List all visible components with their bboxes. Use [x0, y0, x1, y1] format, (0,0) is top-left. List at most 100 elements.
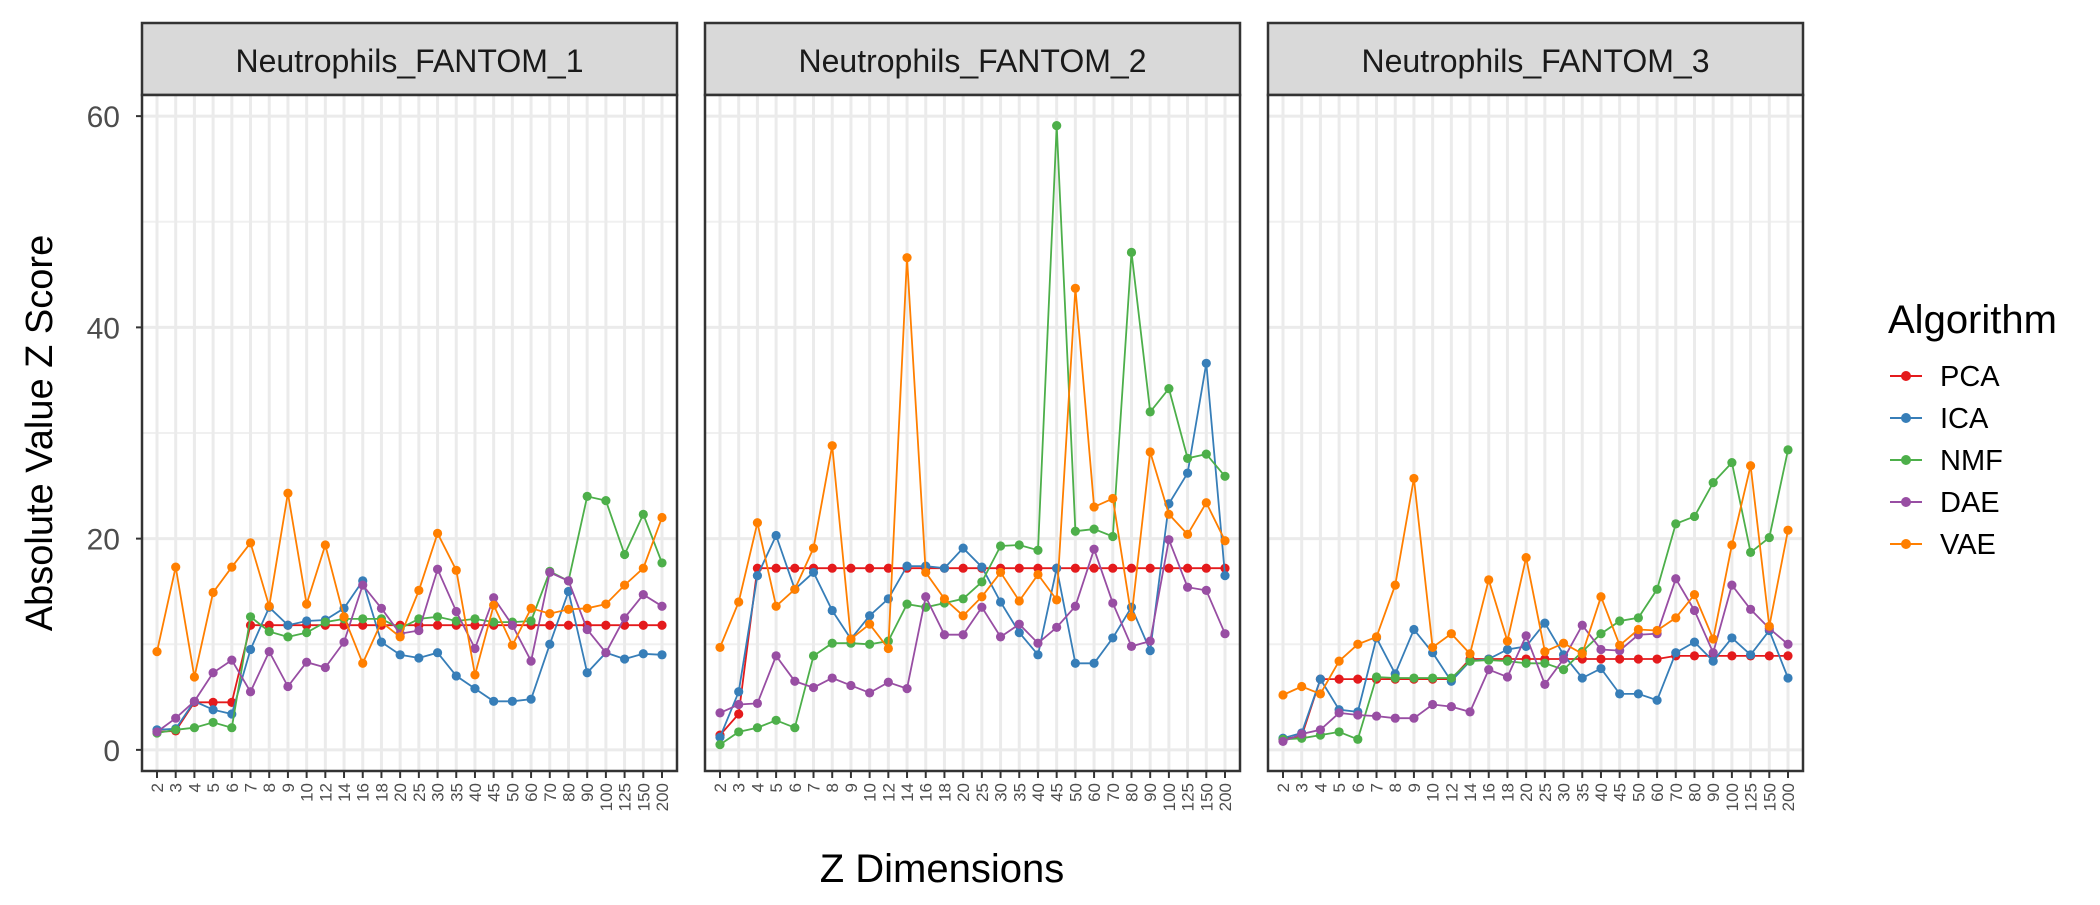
data-point-vae: [1201, 498, 1211, 508]
data-point-nmf: [245, 612, 256, 622]
data-point-nmf: [451, 616, 461, 626]
data-point-ica: [771, 530, 781, 541]
facet-panel-3: Neutrophils_FANTOM_32 3 4 5 6 7 8 9 10 12 14 16 18 20…: [1266, 21, 1805, 811]
data-point-vae: [1521, 553, 1531, 563]
data-point-vae: [1315, 689, 1326, 699]
data-point-ica: [245, 644, 256, 655]
series-line-vae: [1282, 465, 1789, 696]
data-point-dae: [1108, 598, 1118, 608]
x-tick-label: 4: [748, 783, 767, 792]
data-point-nmf: [1727, 457, 1737, 468]
data-point-dae: [1689, 605, 1700, 616]
data-point-ica: [657, 650, 667, 660]
x-tick-label: 8: [260, 783, 279, 792]
data-point-vae: [638, 563, 648, 573]
x-tick-label: 150: [1197, 783, 1216, 811]
x-tick-label: 80: [559, 783, 578, 802]
data-point-nmf: [1108, 531, 1118, 542]
x-tick-label: 12: [316, 783, 335, 802]
data-point-vae: [1390, 580, 1400, 590]
data-point-dae: [1089, 544, 1099, 554]
data-point-dae: [921, 592, 931, 602]
data-point-dae: [1182, 582, 1193, 592]
x-tick-label: 20: [391, 783, 410, 802]
series-dae: [715, 535, 1230, 718]
facet-panel-2: Neutrophils_FANTOM_22 3 4 5 6 7 8 9 10 12 14 16 18 20…: [703, 21, 1242, 811]
data-point-pca: [846, 563, 856, 573]
data-point-vae: [1689, 590, 1700, 600]
data-point-ica: [808, 567, 819, 578]
data-point-nmf: [715, 739, 725, 750]
data-point-ica: [283, 620, 293, 630]
data-point-nmf: [1409, 673, 1419, 683]
x-tick-label: 150: [634, 783, 653, 811]
x-tick-label: 18: [372, 783, 391, 802]
data-point-nmf: [1145, 407, 1155, 417]
legend-title: Algorithm: [1888, 298, 2057, 342]
data-point-dae: [451, 606, 461, 617]
data-point-dae: [1164, 535, 1174, 545]
x-tick-label: 150: [1760, 783, 1779, 811]
data-point-vae: [1070, 283, 1080, 293]
series-nmf: [1278, 445, 1793, 744]
data-point-vae: [507, 640, 517, 650]
data-point-vae: [489, 600, 499, 610]
data-point-ica: [1540, 618, 1550, 628]
x-tick-label: 25: [410, 783, 429, 802]
data-point-nmf: [358, 614, 368, 624]
data-point-pca: [1334, 674, 1344, 684]
data-point-pca: [1164, 563, 1174, 573]
data-point-ica: [1633, 689, 1643, 699]
data-point-vae: [958, 611, 968, 621]
series-line-nmf: [1282, 449, 1789, 741]
data-point-vae: [283, 488, 293, 498]
panel-border: [703, 93, 1242, 773]
data-point-ica: [1596, 663, 1606, 674]
data-point-vae: [1126, 612, 1137, 622]
data-point-pca: [1727, 651, 1737, 661]
data-point-ica: [1052, 563, 1062, 573]
x-tick-label: 10: [1424, 783, 1443, 802]
data-point-nmf: [827, 638, 837, 648]
x-tick-label: 16: [917, 783, 936, 802]
data-point-vae: [808, 543, 819, 553]
legend-label: NMF: [1940, 445, 2003, 477]
x-tick-label: 100: [1160, 783, 1179, 811]
data-point-dae: [1014, 619, 1024, 629]
data-point-ica: [1689, 637, 1700, 647]
data-point-dae: [1521, 631, 1531, 641]
data-point-dae: [1390, 713, 1400, 723]
data-point-ica: [1108, 633, 1118, 643]
x-tick-label: 125: [1179, 783, 1198, 811]
x-tick-label: 90: [1141, 783, 1160, 802]
x-tick-label: 18: [935, 783, 954, 802]
data-point-dae: [189, 696, 200, 706]
data-point-dae: [1070, 601, 1080, 611]
data-point-dae: [752, 698, 763, 709]
data-point-dae: [790, 676, 800, 686]
data-point-pca: [358, 620, 368, 630]
x-tick-label: 9: [279, 783, 298, 792]
data-point-dae: [227, 655, 237, 665]
data-point-vae: [1558, 638, 1569, 648]
data-point-ica: [619, 654, 630, 664]
data-point-dae: [1465, 707, 1475, 717]
data-point-nmf: [1465, 656, 1475, 666]
data-point-nmf: [208, 717, 218, 728]
data-point-dae: [939, 630, 950, 640]
data-point-ica: [1745, 650, 1756, 660]
data-point-pca: [1014, 563, 1024, 573]
data-point-vae: [1745, 461, 1756, 471]
data-point-dae: [1371, 711, 1382, 721]
x-tick-label: 125: [1742, 783, 1761, 811]
data-point-vae: [1596, 592, 1606, 602]
data-point-vae: [1502, 636, 1513, 646]
x-tick-label: 50: [1066, 783, 1085, 802]
legend-item-pca: PCA: [1890, 361, 2000, 393]
data-point-dae: [1297, 729, 1307, 739]
data-point-ica: [638, 649, 648, 659]
data-point-pca: [432, 620, 443, 630]
data-point-nmf: [1353, 734, 1363, 744]
legend-item-nmf: NMF: [1890, 445, 2003, 477]
data-point-dae: [846, 680, 856, 691]
